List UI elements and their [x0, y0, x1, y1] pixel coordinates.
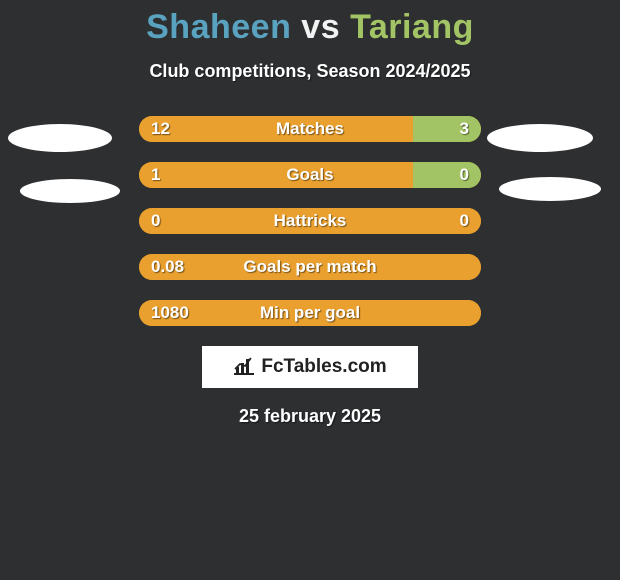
player-ellipse	[20, 179, 120, 203]
stat-label: Goals per match	[139, 254, 481, 280]
bar-chart-icon	[233, 355, 255, 380]
player1-name: Shaheen	[146, 8, 291, 46]
stat-label: Goals	[139, 162, 481, 188]
bar-track: Goals per match	[139, 254, 481, 280]
stat-value-left: 12	[151, 116, 170, 142]
stat-value-left: 0.08	[151, 254, 184, 280]
stat-label: Hattricks	[139, 208, 481, 234]
bar-track: Goals	[139, 162, 481, 188]
stat-value-left: 0	[151, 208, 160, 234]
logo-box: FcTables.com	[202, 346, 418, 388]
date-text: 25 february 2025	[0, 406, 620, 427]
stat-value-left: 1	[151, 162, 160, 188]
bar-track: Min per goal	[139, 300, 481, 326]
player-ellipse	[487, 124, 593, 152]
stat-value-right: 3	[460, 116, 469, 142]
stat-row: Goals per match0.08	[0, 254, 620, 280]
stat-value-right: 0	[460, 162, 469, 188]
vs-text: vs	[301, 8, 340, 46]
logo-text: FcTables.com	[261, 356, 386, 378]
page-title: Shaheen vs Tariang	[0, 0, 620, 47]
player-ellipse	[499, 177, 601, 201]
bar-track: Hattricks	[139, 208, 481, 234]
infographic-container: Shaheen vs Tariang Club competitions, Se…	[0, 0, 620, 580]
stat-label: Matches	[139, 116, 481, 142]
stat-row: Min per goal1080	[0, 300, 620, 326]
stat-value-right: 0	[460, 208, 469, 234]
stat-row: Hattricks0 0	[0, 208, 620, 234]
player-ellipse	[8, 124, 112, 152]
subtitle: Club competitions, Season 2024/2025	[0, 61, 620, 82]
stat-label: Min per goal	[139, 300, 481, 326]
player2-name: Tariang	[350, 8, 474, 46]
stat-value-left: 1080	[151, 300, 189, 326]
bar-track: Matches	[139, 116, 481, 142]
